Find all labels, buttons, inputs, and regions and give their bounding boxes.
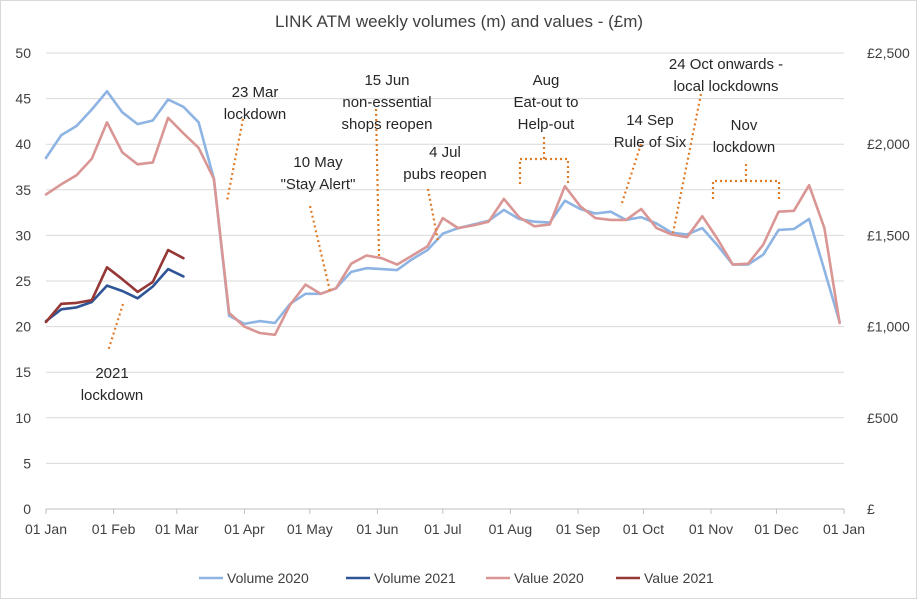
x-tick-label: 01 Jul: [424, 521, 461, 537]
y-left-tick-label: 30: [15, 227, 31, 243]
y-left-tick-label: 50: [15, 45, 31, 61]
x-tick-label: 01 Mar: [155, 521, 199, 537]
annotation-line: 15 Jun: [364, 72, 409, 89]
annotation-line: 24 Oct onwards -: [669, 56, 783, 73]
annotation-line: local lockdowns: [673, 78, 778, 95]
x-axis: 01 Jan 01 Feb 01 Mar 01 Apr 01 May 01 Jun 01 J…: [25, 509, 865, 537]
y-left-tick-label: 0: [23, 501, 31, 517]
legend-label-value-2020: Value 2020: [514, 570, 584, 586]
y-left-tick-label: 45: [15, 91, 31, 107]
grid-lines: [46, 52, 844, 510]
legend-label-volume-2021: Volume 2021: [374, 570, 456, 586]
y-right-tick-label: £500: [867, 410, 898, 426]
annotation-line: Rule of Six: [614, 134, 687, 151]
y-left-tick-label: 10: [15, 410, 31, 426]
annotation-23-mar: 23 Mar lockdown: [224, 84, 287, 123]
x-tick-label: 01 Jan: [25, 521, 67, 537]
x-tick-label: 01 Feb: [92, 521, 136, 537]
legend-label-value-2021: Value 2021: [644, 570, 714, 586]
annotation-line: lockdown: [713, 139, 776, 156]
y-left-tick-label: 35: [15, 182, 31, 198]
y-right-tick-label: £: [867, 501, 875, 517]
x-tick-label: 01 Aug: [489, 521, 533, 537]
annotation-leader: [619, 143, 643, 207]
y-left-tick-label: 15: [15, 364, 31, 380]
x-tick-label: 01 May: [287, 521, 333, 537]
series-line-value-2021: [44, 248, 185, 324]
annotation-line: non-essential: [342, 94, 431, 111]
annotation-15-jun: 15 Jun non-essential shops reopen: [342, 72, 433, 133]
x-tick-label: 01 Dec: [754, 521, 798, 537]
series-line-volume-2020: [44, 90, 841, 326]
annotation-leader: [106, 303, 125, 352]
legend-label-volume-2020: Volume 2020: [227, 570, 309, 586]
annotation-line: Eat-out to: [513, 94, 578, 111]
annotation-leader: [308, 205, 332, 292]
x-tick-label: 01 Jun: [356, 521, 398, 537]
annotation-line: 14 Sep: [626, 112, 674, 129]
x-tick-label: 01 Nov: [689, 521, 733, 537]
y-left-tick-label: 40: [15, 136, 31, 152]
annotation-leader: [518, 157, 570, 184]
annotation-14-sep: 14 Sep Rule of Six: [614, 112, 687, 151]
annotation-line: lockdown: [224, 106, 287, 123]
chart-title: LINK ATM weekly volumes (m) and values -…: [275, 12, 643, 31]
y-right-tick-label: £2,000: [867, 136, 910, 152]
annotation-2021: 2021 lockdown: [81, 365, 144, 404]
annotation-leader: [225, 118, 245, 202]
annotation-line: lockdown: [81, 387, 144, 404]
annotation-aug: Aug Eat-out to Help-out: [513, 72, 578, 133]
y-right-tick-label: £1,000: [867, 319, 910, 335]
annotation-line: shops reopen: [342, 116, 433, 133]
annotation-line: Help-out: [518, 116, 576, 133]
series-line-volume-2021: [44, 267, 185, 323]
y-axis-right: £ £500 £1,000 £1,500 £2,000 £2,500: [867, 45, 910, 517]
annotation-leader: [426, 188, 440, 242]
annotation-line: 23 Mar: [232, 84, 279, 101]
legend: Volume 2020 Volume 2021 Value 2020 Value 20…: [199, 570, 714, 586]
annotation-4-jul: 4 Jul pubs reopen: [403, 144, 486, 183]
x-tick-label: 01 Apr: [224, 521, 265, 537]
annotation-line: Aug: [533, 72, 560, 89]
y-right-tick-label: £1,500: [867, 227, 910, 243]
annotation-line: pubs reopen: [403, 166, 486, 183]
annotation-nov: Nov lockdown: [713, 117, 776, 156]
annotation-line: 2021: [95, 365, 128, 382]
y-axis-left: 0 5 10 15 20 25 30 35 40 45 50: [15, 45, 31, 517]
y-left-tick-label: 20: [15, 319, 31, 335]
annotation-10-may: 10 May "Stay Alert": [281, 154, 356, 193]
annotation-line: Nov: [731, 117, 758, 134]
x-tick-label: 01 Oct: [623, 521, 664, 537]
annotation-line: 10 May: [293, 154, 343, 171]
annotation-leaders: [106, 93, 781, 352]
x-tick-label: 01 Sep: [556, 521, 601, 537]
annotation-line: "Stay Alert": [281, 176, 356, 193]
y-left-tick-label: 25: [15, 273, 31, 289]
series-lines: [44, 90, 841, 337]
annotation-line: 4 Jul: [429, 144, 461, 161]
annotation-24-oct-onwards: 24 Oct onwards - local lockdowns: [669, 56, 783, 95]
annotation-leader: [671, 93, 703, 234]
x-tick-label: 01 Jan: [823, 521, 865, 537]
series-line-value-2020: [44, 116, 841, 337]
y-right-tick-label: £2,500: [867, 45, 910, 61]
annotations: 23 Mar lockdown 10 May "Stay Alert" 15 Jun no…: [81, 56, 783, 404]
y-left-tick-label: 5: [23, 455, 31, 471]
